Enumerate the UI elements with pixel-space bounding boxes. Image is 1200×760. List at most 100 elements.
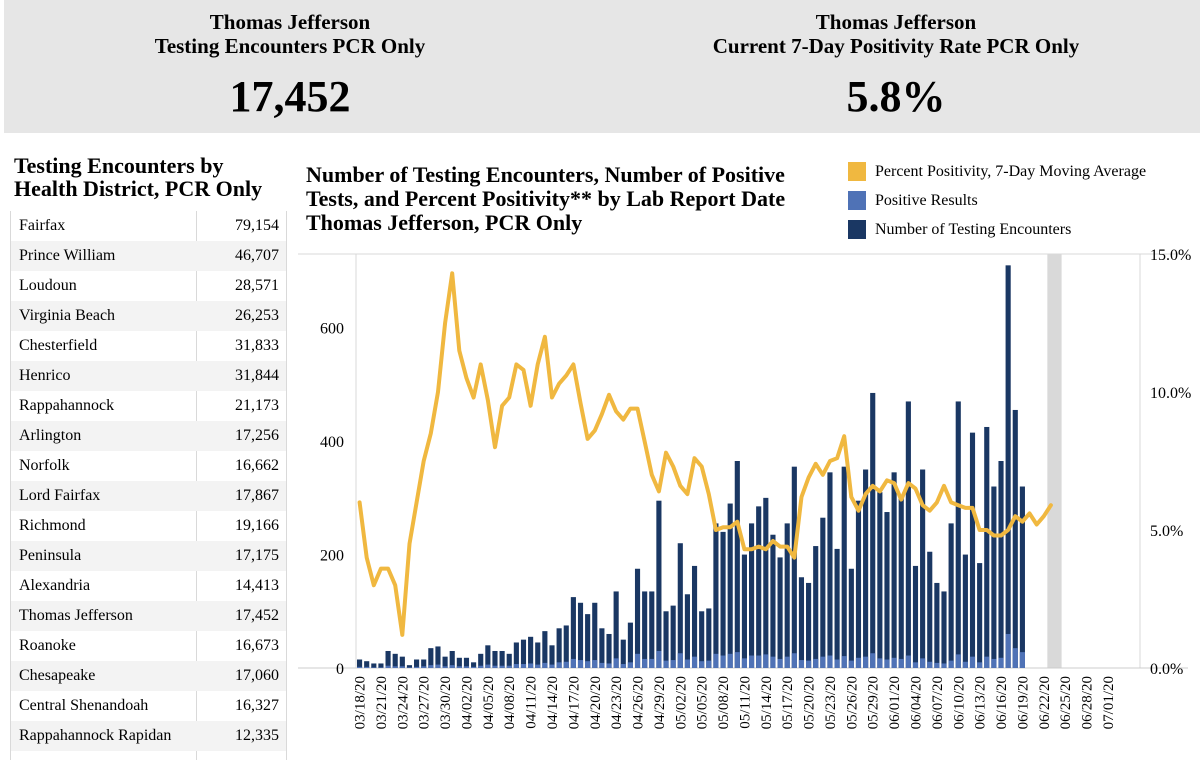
table-row[interactable]: Arlington 17,256: [11, 421, 286, 451]
district-name: Peninsula: [19, 547, 82, 564]
encounters-bar: [642, 591, 648, 668]
encounters-bar: [677, 543, 683, 668]
positives-bar: [684, 659, 690, 668]
encounters-bar: [720, 531, 726, 668]
table-row[interactable]: Loudoun 28,571: [11, 271, 286, 301]
x-tick-label: 05/20/20: [802, 676, 818, 729]
y-right-tick-label: 5.0%: [1150, 523, 1183, 540]
encounters-bar: [734, 461, 740, 668]
positives-bar: [670, 660, 676, 668]
encounters-bar: [898, 495, 904, 668]
x-tick-label: 05/29/20: [866, 676, 882, 729]
district-count: 17,256: [235, 427, 279, 444]
district-name: Roanoke: [19, 637, 76, 654]
table-row[interactable]: Chesterfield 31,833: [11, 331, 286, 361]
encounters-bar: [371, 663, 377, 668]
encounters-bar: [528, 636, 534, 668]
x-tick-label: 06/10/20: [951, 676, 967, 729]
table-row[interactable]: Rappahannock 21,173: [11, 391, 286, 421]
positives-bar: [577, 660, 584, 668]
district-count: 26,253: [235, 307, 279, 324]
district-name: Thomas Jefferson: [19, 607, 133, 624]
encounters-bar: [827, 472, 833, 668]
encounters-bar: [414, 659, 420, 668]
table-row[interactable]: Central Shenandoah 16,327: [11, 691, 286, 721]
district-name: Loudoun: [19, 277, 77, 294]
district-table[interactable]: Fairfax 79,154 Prince William 46,707 Loudoun…: [10, 211, 287, 760]
positives-bar: [727, 653, 733, 668]
encounters-bar: [513, 642, 519, 668]
x-tick-label: 06/28/20: [1080, 676, 1096, 729]
encounters-bar: [791, 466, 797, 668]
table-row[interactable]: Fairfax 79,154: [11, 211, 286, 241]
x-tick-label: 05/17/20: [780, 676, 796, 729]
positives-bar: [741, 658, 748, 668]
table-row[interactable]: Thomas Jefferson 17,452: [11, 601, 286, 631]
positives-bar: [592, 660, 598, 668]
table-row[interactable]: Prince William 46,707: [11, 241, 286, 271]
encounters-bar: [891, 472, 897, 668]
encounters-bar: [378, 663, 384, 668]
table-row[interactable]: Alexandria 14,413: [11, 571, 286, 601]
positives-bar: [734, 652, 740, 668]
positives-bar: [535, 664, 541, 668]
chart-title-line3: Thomas Jefferson, PCR Only: [306, 210, 583, 235]
district-count: 17,452: [235, 607, 279, 624]
y-right-tick-label: 15.0%: [1150, 247, 1191, 264]
table-row[interactable]: Henrico 31,844: [11, 361, 286, 391]
kpi-title-line2: Current 7-Day Positivity Rate PCR Only: [712, 34, 1080, 58]
positives-bar: [656, 650, 662, 668]
encounters-bar: [741, 554, 748, 668]
positives-bar: [806, 660, 812, 668]
encounters-bar: [627, 622, 633, 668]
positives-bar: [677, 653, 683, 668]
y-left-tick-label: 400: [320, 434, 344, 451]
x-tick-label: 05/08/20: [716, 676, 732, 729]
positives-bar: [478, 665, 484, 668]
x-tick-label: 05/14/20: [759, 676, 775, 729]
district-name: Alexandria: [19, 577, 91, 594]
table-row[interactable]: Roanoke 16,673: [11, 631, 286, 661]
encounters-bar: [905, 401, 911, 668]
positives-bar: [905, 655, 911, 668]
table-row[interactable]: Rappahannock Rapidan 12,335: [11, 721, 286, 751]
positives-bar: [813, 658, 819, 668]
encounters-bar: [620, 639, 626, 668]
table-row[interactable]: Virginia Beach 26,253: [11, 301, 286, 331]
table-row[interactable]: Chesapeake 17,060: [11, 661, 286, 691]
positives-bar: [848, 660, 854, 668]
positives-bar: [627, 662, 633, 668]
x-tick-label: 03/18/20: [353, 676, 369, 729]
positives-bar: [891, 657, 897, 668]
encounters-bar: [870, 392, 876, 668]
positives-bar: [912, 662, 919, 668]
positives-bar: [841, 656, 847, 668]
chart-title-line1: Number of Testing Encounters, Number of …: [306, 162, 785, 187]
encounters-bar: [471, 662, 477, 668]
table-row[interactable]: Norfolk 16,662: [11, 451, 286, 481]
positives-bar: [691, 656, 698, 668]
positives-bar: [642, 658, 648, 668]
x-tick-label: 03/21/20: [374, 676, 390, 729]
district-name: Richmond: [19, 517, 86, 534]
positivity-line: [357, 271, 1053, 637]
legend-label: Number of Testing Encounters: [875, 221, 1072, 238]
encounters-bar: [670, 605, 676, 668]
x-tick-label: 04/14/20: [545, 676, 561, 729]
table-row[interactable]: Peninsula 17,175: [11, 541, 286, 571]
encounters-bar: [941, 591, 947, 668]
table-row[interactable]: Lord Fairfax 17,867: [11, 481, 286, 511]
positives-bar: [499, 665, 505, 668]
encounters-bar: [920, 469, 926, 668]
positives-bar: [406, 667, 413, 668]
legend-swatch-positives: [848, 191, 866, 210]
table-row[interactable]: Richmond 19,166: [11, 511, 286, 541]
legend-label: Percent Positivity, 7-Day Moving Average: [875, 163, 1147, 180]
y-right-tick-label: 0.0%: [1150, 661, 1183, 678]
district-count: 21,173: [235, 397, 279, 414]
encounters-bar: [1012, 409, 1018, 668]
positives-bar: [549, 664, 555, 668]
encounters-bar: [948, 523, 954, 668]
district-count: 16,662: [235, 457, 279, 474]
district-name: Henrico: [19, 367, 71, 384]
